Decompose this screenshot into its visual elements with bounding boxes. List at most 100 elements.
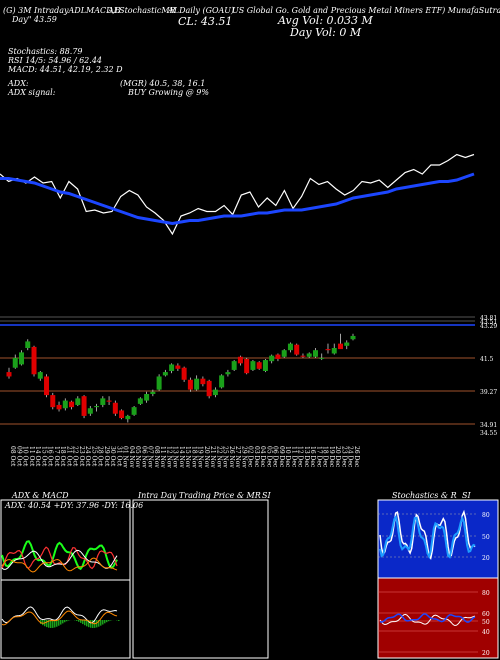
candle-body bbox=[112, 402, 118, 414]
macd-bar bbox=[58, 620, 60, 626]
adx-values: (MGR) 40.5, 38, 16.1 bbox=[120, 79, 206, 88]
candle-body bbox=[75, 398, 81, 405]
date-label: 22 Oct bbox=[72, 446, 79, 467]
macd-bar bbox=[42, 620, 44, 626]
candle-body bbox=[44, 376, 50, 396]
macd-bar bbox=[102, 620, 104, 625]
intraday-panel-suffix: SI bbox=[262, 491, 271, 500]
candle-body bbox=[237, 356, 243, 364]
adx-panel bbox=[0, 499, 131, 659]
stoch-level-label: 50 bbox=[482, 534, 490, 541]
date-label: 11 Oct bbox=[28, 446, 35, 467]
candle-body bbox=[194, 378, 200, 390]
candle-body bbox=[306, 353, 312, 357]
date-label: 21 Nov bbox=[209, 446, 216, 468]
date-label: 12 Dec bbox=[297, 446, 304, 468]
macd-readout: MACD: 44.51, 42.19, 2.32 D bbox=[8, 65, 123, 74]
date-label: 23 Oct bbox=[78, 446, 85, 467]
date-label: 11 Dec bbox=[290, 446, 297, 468]
candle-body bbox=[81, 396, 87, 416]
adx-signal: BUY Growing @ 9% bbox=[128, 88, 209, 97]
candle-body bbox=[281, 350, 287, 357]
date-label: 25 Nov bbox=[222, 446, 229, 468]
macd-bar bbox=[106, 620, 108, 623]
candle-body bbox=[225, 372, 231, 375]
date-label: 19 Nov bbox=[197, 446, 204, 468]
date-label: 18 Oct bbox=[59, 446, 66, 467]
level-label: 43.81 bbox=[480, 315, 497, 322]
header-left1: (G) 3M IntradayADLMACD,B bbox=[3, 6, 121, 15]
date-label: 16 Oct bbox=[47, 446, 54, 467]
candle-body bbox=[56, 404, 62, 410]
date-label: 09 Dec bbox=[278, 446, 285, 468]
macd-bar bbox=[88, 620, 90, 628]
adx-line bbox=[1, 549, 118, 570]
date-label: 10 Oct bbox=[22, 446, 29, 467]
date-label: 07 Nov bbox=[147, 446, 154, 468]
date-label: 08 Nov bbox=[153, 446, 160, 468]
intraday-panel bbox=[132, 499, 269, 659]
macd-bar bbox=[118, 620, 120, 621]
candle-body bbox=[19, 352, 25, 365]
candle-body bbox=[331, 348, 337, 354]
macd-bar bbox=[76, 620, 78, 621]
date-label: 06 Dec bbox=[272, 446, 279, 468]
stoch-readout: Stochastics: 88.79 bbox=[8, 47, 83, 56]
macd-bar bbox=[62, 620, 64, 624]
macd-bar bbox=[54, 620, 56, 628]
date-label: 13 Dec bbox=[303, 446, 310, 468]
date-label: 14 Nov bbox=[178, 446, 185, 468]
candle-body bbox=[137, 398, 143, 404]
candle-body bbox=[6, 372, 12, 377]
candle-body bbox=[175, 365, 181, 369]
date-label: 08 Oct bbox=[9, 446, 16, 467]
macd-bar bbox=[82, 620, 84, 625]
candle-body bbox=[31, 346, 37, 375]
stoch-panel-title: Stochastics & R bbox=[392, 491, 457, 500]
date-label: 10 Dec bbox=[284, 446, 291, 468]
macd-bar bbox=[68, 620, 70, 621]
day-volume: Day Vol: 0 M bbox=[290, 26, 362, 39]
macd-bar bbox=[100, 620, 102, 626]
date-label: 30 Oct bbox=[109, 446, 116, 467]
date-label: 18 Nov bbox=[190, 446, 197, 468]
candle-body bbox=[119, 410, 125, 419]
candle-body bbox=[37, 372, 43, 379]
candle-body bbox=[244, 358, 250, 374]
candle-body bbox=[181, 367, 187, 380]
macd-bar bbox=[98, 620, 100, 627]
candle-body bbox=[344, 342, 350, 346]
candle-body bbox=[250, 361, 256, 370]
intraday-panel-title: Intra Day Trading Price & MR bbox=[138, 491, 261, 500]
date-label: 27 Nov bbox=[234, 446, 241, 468]
candle-body bbox=[337, 343, 343, 350]
candle-body bbox=[350, 335, 356, 340]
macd-line bbox=[1, 606, 118, 624]
rsi-panel bbox=[377, 577, 499, 659]
date-label: 16 Dec bbox=[309, 446, 316, 468]
macd-bar bbox=[92, 620, 94, 628]
macd-bar bbox=[48, 620, 50, 628]
date-label: 04 Dec bbox=[259, 446, 266, 468]
date-label: 11 Nov bbox=[159, 446, 166, 468]
adx-minus-di bbox=[1, 546, 118, 570]
macd-bar bbox=[90, 620, 92, 628]
macd-bar bbox=[96, 620, 98, 628]
date-label: 28 Oct bbox=[97, 446, 104, 467]
date-label: 22 Nov bbox=[215, 446, 222, 468]
candle-body bbox=[256, 362, 262, 369]
candle-body bbox=[94, 406, 100, 408]
candle-body bbox=[62, 400, 68, 409]
date-label: 29 Oct bbox=[103, 446, 110, 467]
candle-body bbox=[325, 349, 331, 351]
date-label: 03 Dec bbox=[253, 446, 260, 468]
date-label: 23 Dec bbox=[340, 446, 347, 468]
macd-bar bbox=[84, 620, 86, 626]
level-label: 43.29 bbox=[480, 323, 497, 330]
candle-body bbox=[231, 361, 237, 370]
close-value: CL: 43.51 bbox=[178, 15, 233, 28]
rsi-line-blue bbox=[379, 613, 476, 623]
macd-bar bbox=[86, 620, 88, 627]
macd-signal-line bbox=[1, 610, 118, 626]
level-label: 39.27 bbox=[480, 389, 497, 396]
